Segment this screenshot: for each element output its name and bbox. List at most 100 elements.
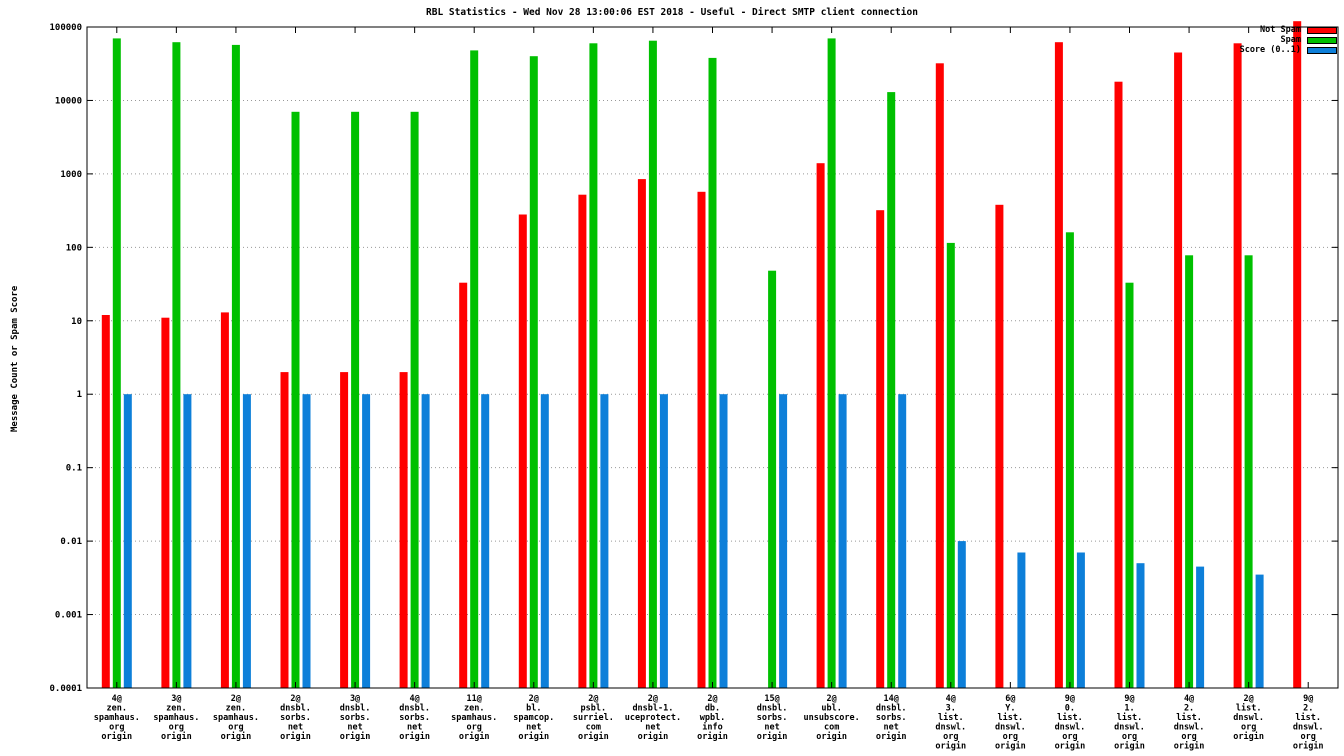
bar-not-spam <box>340 372 349 688</box>
x-tick-label: spamcop. <box>513 713 554 723</box>
x-tick-label: origin <box>995 741 1026 752</box>
x-tick-label: 2@ <box>1244 694 1254 704</box>
x-tick-label: 2. <box>1303 704 1313 714</box>
legend: Not Spam Spam Score (0..1) <box>1240 25 1337 55</box>
bar-score-0-1 <box>1136 563 1145 688</box>
legend-label: Spam <box>1280 35 1301 45</box>
x-tick-label: 2@ <box>529 694 539 704</box>
x-tick-label: origin <box>697 731 728 742</box>
x-tick-label: spamhaus. <box>451 713 497 723</box>
x-tick-label: net <box>764 723 779 733</box>
bar-spam <box>708 57 717 688</box>
bar-not-spam <box>995 204 1004 689</box>
x-tick-label: origin <box>1055 741 1086 752</box>
x-tick-label: 2@ <box>231 694 241 704</box>
x-tick-label: unsubscore. <box>803 713 859 723</box>
x-tick-label: bl. <box>526 704 541 714</box>
bar-not-spam <box>876 210 885 688</box>
x-tick-label: net <box>347 723 362 733</box>
bar-score-0-1 <box>898 394 907 688</box>
x-tick-label: net <box>526 723 541 733</box>
x-tick-label: dnsbl-1. <box>632 704 673 714</box>
x-tick-label: 3@ <box>171 694 181 704</box>
x-tick-label: origin <box>518 731 549 742</box>
bar-not-spam <box>220 312 229 688</box>
bar-score-0-1 <box>1255 574 1264 688</box>
x-tick-label: dnswl. <box>1233 713 1264 723</box>
x-tick-label: org <box>228 723 243 733</box>
chart-title: RBL Statistics - Wed Nov 28 13:00:06 EST… <box>426 7 918 18</box>
bar-spam <box>1185 255 1194 689</box>
bar-not-spam <box>1054 42 1063 688</box>
bar-not-spam <box>1293 21 1302 688</box>
x-tick-label: 2. <box>1184 704 1194 714</box>
x-tick-label: zen. <box>107 704 127 714</box>
x-tick-label: spamhaus. <box>94 713 140 723</box>
x-tick-label: sorbs. <box>399 713 430 723</box>
y-tick-label: 1000 <box>60 170 82 180</box>
bar-score-0-1 <box>1017 552 1026 688</box>
x-tick-label: net <box>645 723 660 733</box>
x-tick-label: zen. <box>226 704 246 714</box>
y-tick-label: 0.001 <box>55 611 82 621</box>
legend-entry: Score (0..1) <box>1240 45 1337 55</box>
x-tick-label: dnsbl. <box>757 704 788 714</box>
bar-score-0-1 <box>302 394 311 688</box>
bar-not-spam <box>637 179 646 688</box>
x-tick-label: dnsbl. <box>340 704 371 714</box>
bar-not-spam <box>935 63 944 689</box>
bar-score-0-1 <box>600 394 609 688</box>
y-tick-label: 100000 <box>49 23 82 33</box>
x-tick-label: origin <box>280 731 311 742</box>
x-tick-label: 0. <box>1065 704 1075 714</box>
x-tick-label: list. <box>1117 712 1143 723</box>
x-tick-label: origin <box>816 731 847 742</box>
x-tick-label: org <box>1122 732 1137 742</box>
x-tick-label: 2@ <box>290 694 300 704</box>
x-tick-label: origin <box>399 731 430 742</box>
bar-score-0-1 <box>123 394 132 688</box>
x-tick-label: 14@ <box>884 694 899 704</box>
x-tick-label: 3. <box>946 704 956 714</box>
x-tick-label: org <box>1181 732 1196 742</box>
x-tick-label: 3@ <box>350 694 360 704</box>
x-tick-label: com <box>824 723 839 733</box>
x-tick-label: surriel. <box>573 712 614 723</box>
x-tick-label: origin <box>638 731 669 742</box>
x-tick-label: 4@ <box>946 694 956 704</box>
x-tick-label: list. <box>938 712 964 723</box>
bar-spam <box>112 38 121 688</box>
x-tick-label: 9@ <box>1065 694 1075 704</box>
x-tick-label: 2@ <box>707 694 717 704</box>
bar-spam <box>1065 232 1074 689</box>
y-tick-label: 0.01 <box>60 537 82 547</box>
bar-not-spam <box>1174 52 1183 688</box>
x-tick-label: list. <box>1236 703 1262 714</box>
x-tick-label: sorbs. <box>340 713 371 723</box>
x-tick-label: zen. <box>166 704 186 714</box>
bar-score-0-1 <box>362 394 371 688</box>
x-tick-label: dnswl. <box>1293 723 1324 733</box>
bar-spam <box>887 92 896 689</box>
x-tick-label: origin <box>459 731 490 742</box>
x-tick-label: zen. <box>464 704 484 714</box>
legend-swatch <box>1307 36 1337 44</box>
x-tick-label: spamhaus. <box>213 713 259 723</box>
bar-spam <box>529 56 538 688</box>
x-tick-label: origin <box>876 731 907 742</box>
x-tick-label: ubl. <box>821 704 841 714</box>
bar-spam <box>946 242 955 688</box>
bar-spam <box>231 44 240 688</box>
x-tick-label: dnswl. <box>995 723 1026 733</box>
bar-score-0-1 <box>183 394 192 688</box>
bar-not-spam <box>459 282 468 688</box>
x-tick-label: origin <box>101 731 132 742</box>
x-tick-label: spamhaus. <box>153 713 199 723</box>
legend-swatch <box>1307 46 1337 54</box>
x-tick-label: origin <box>578 731 609 742</box>
bar-spam <box>410 111 419 689</box>
x-tick-label: 4@ <box>1184 694 1194 704</box>
bar-spam <box>351 111 360 689</box>
bar-not-spam <box>518 214 527 688</box>
